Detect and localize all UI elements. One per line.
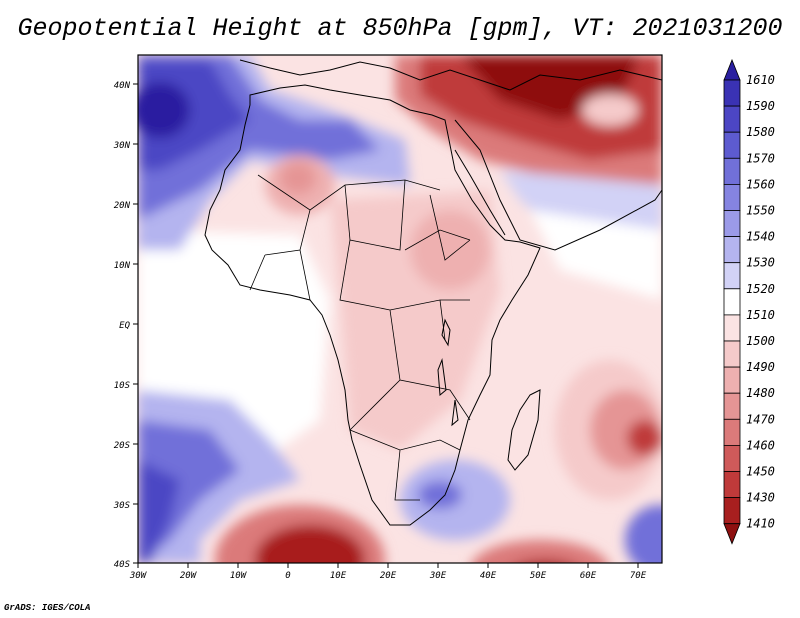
madagascar xyxy=(507,389,541,471)
lon-tick-label: 20W xyxy=(180,571,198,581)
colorbar-top-arrow xyxy=(723,58,741,81)
colorbar-swatch xyxy=(723,444,741,472)
colorbar-label: 1580 xyxy=(746,125,775,139)
colorbar-label: 1550 xyxy=(746,204,775,218)
colorbar-swatch xyxy=(723,418,741,446)
lat-axis: 40N 30N 20N 10N EQ 10S 20S 30S 40S xyxy=(113,81,138,570)
lon-tick-label: 30W xyxy=(129,571,148,581)
colorbar-label: 1450 xyxy=(746,465,775,479)
colorbar-label: 1460 xyxy=(746,438,775,452)
colorbar-label: 1500 xyxy=(746,334,775,348)
lon-tick-label: 60E xyxy=(580,571,597,581)
lon-axis: 30W 20W 10W 0 10E 20E 30E 40E 50E 60E 70… xyxy=(129,563,647,581)
colorbar-label: 1510 xyxy=(746,308,775,322)
colorbar-swatch xyxy=(723,236,741,264)
lakes xyxy=(437,318,459,427)
colorbar-label: 1540 xyxy=(746,230,775,244)
lon-tick-label: 50E xyxy=(530,571,547,581)
colorbar-swatch xyxy=(723,288,741,316)
colorbar-swatch xyxy=(723,210,741,238)
colorbar-bottom-arrow xyxy=(723,523,741,545)
colorbar-label: 1430 xyxy=(746,491,775,505)
lon-tick-label: 0 xyxy=(285,571,290,581)
colorbar-swatch xyxy=(723,183,741,211)
europe-coast xyxy=(239,59,662,91)
red-sea xyxy=(454,149,506,236)
colorbar-label: 1520 xyxy=(746,282,775,296)
lat-tick-label: 10S xyxy=(114,381,131,391)
lon-tick-label: 10W xyxy=(230,571,248,581)
colorbar-swatch xyxy=(723,79,741,107)
colorbar-swatch xyxy=(723,392,741,420)
lat-tick-label: 30N xyxy=(113,141,131,151)
colorbar: 1610 1590 1580 1570 1560 1550 1540 1530 1520 1510… xyxy=(723,58,775,545)
lat-tick-label: 30S xyxy=(113,501,131,511)
colorbar-swatch xyxy=(723,157,741,185)
colorbar-label: 1480 xyxy=(746,386,775,400)
lat-tick-label: 10N xyxy=(114,261,131,271)
lat-tick-label: EQ xyxy=(119,321,130,331)
lon-tick-label: 30E xyxy=(429,571,447,581)
arabia-coast xyxy=(454,119,662,251)
plot-frame xyxy=(137,54,663,564)
colorbar-swatch xyxy=(723,340,741,368)
colorbar-swatch xyxy=(723,497,741,525)
colorbar-label: 1610 xyxy=(746,73,775,87)
lat-tick-label: 40N xyxy=(114,81,131,91)
colorbar-swatch xyxy=(723,262,741,290)
colorbar-label: 1570 xyxy=(746,151,775,165)
lat-tick-label: 20N xyxy=(114,201,131,211)
lon-tick-label: 20E xyxy=(380,571,397,581)
grads-credit: GrADS: IGES/COLA xyxy=(4,603,91,613)
colorbar-swatch xyxy=(723,471,741,499)
colorbar-swatch xyxy=(723,105,741,133)
contour-field xyxy=(138,55,662,563)
lat-tick-label: 20S xyxy=(114,441,131,451)
colorbar-label: 1470 xyxy=(746,412,775,426)
colorbar-label: 1410 xyxy=(746,517,775,531)
colorbar-label: 1590 xyxy=(746,99,775,113)
colorbar-label: 1490 xyxy=(746,360,775,374)
africa-coastline xyxy=(204,84,541,526)
lon-tick-label: 40E xyxy=(480,571,497,581)
map-title: Geopotential Height at 850hPa [gpm], VT:… xyxy=(17,14,783,43)
colorbar-label: 1560 xyxy=(746,177,775,191)
colorbar-swatch xyxy=(723,131,741,159)
colorbar-swatch xyxy=(723,366,741,394)
colorbar-label: 1530 xyxy=(746,256,775,270)
country-borders xyxy=(249,174,471,501)
colorbar-swatch xyxy=(723,314,741,342)
lon-tick-label: 10E xyxy=(330,571,347,581)
lat-tick-label: 40S xyxy=(114,560,131,570)
lon-tick-label: 70E xyxy=(630,571,647,581)
